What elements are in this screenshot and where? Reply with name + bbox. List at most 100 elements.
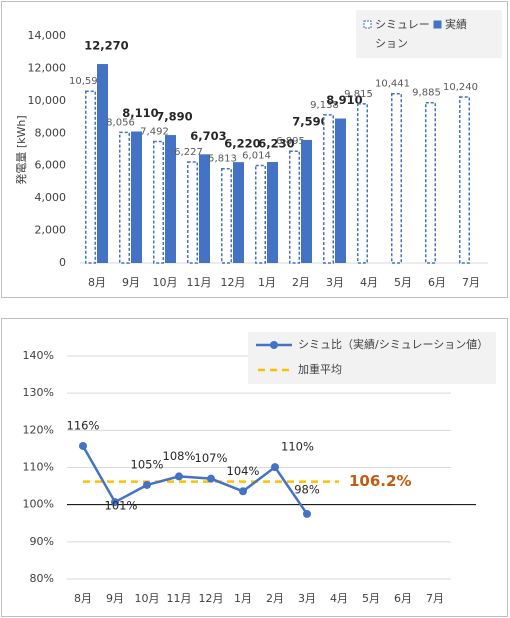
data-label: 101% xyxy=(105,499,138,513)
y-axis-label: 発電量 [kWh] xyxy=(14,115,28,184)
bar xyxy=(391,92,402,264)
data-label: 9,815 xyxy=(344,89,373,100)
y-tick-label: 10,000 xyxy=(28,94,67,107)
bar xyxy=(301,139,312,263)
y-tick-label: 80% xyxy=(30,572,54,585)
x-tick-label: 7月 xyxy=(462,276,480,289)
data-label: 8,110 xyxy=(122,106,158,120)
bar xyxy=(119,131,130,264)
data-label: 8,056 xyxy=(106,117,135,128)
data-label: 104% xyxy=(227,464,260,478)
x-tick-label: 8月 xyxy=(74,592,92,605)
marker xyxy=(239,487,247,496)
data-label: 6,014 xyxy=(242,150,271,161)
data-label: 7,890 xyxy=(156,110,192,124)
marker xyxy=(143,480,151,489)
bar xyxy=(85,90,96,264)
data-label: 12,270 xyxy=(84,39,128,53)
x-tick-label: 9月 xyxy=(122,276,140,289)
marker xyxy=(303,509,311,518)
data-label: 110% xyxy=(281,440,314,454)
bar xyxy=(153,140,164,264)
legend-label: シミュレーション xyxy=(375,18,430,50)
marker xyxy=(111,498,119,507)
x-tick-label: 7月 xyxy=(426,592,444,605)
marker xyxy=(207,474,215,483)
marker xyxy=(271,463,279,472)
legend-label: シミュ比（実績/シミュレーション値） xyxy=(298,337,488,351)
data-label: 7,590 xyxy=(292,114,328,128)
data-label: 5,813 xyxy=(208,154,237,165)
data-label: 7,492 xyxy=(140,127,169,138)
data-label: 9,138 xyxy=(310,100,339,111)
bar xyxy=(255,164,266,264)
legend-swatch xyxy=(270,341,278,349)
data-label: 8,910 xyxy=(326,93,362,107)
data-label: 6,227 xyxy=(174,147,203,158)
x-tick-label: 10月 xyxy=(135,592,160,605)
bar xyxy=(131,131,142,263)
bar xyxy=(187,161,198,264)
x-tick-label: 4月 xyxy=(330,592,348,605)
y-tick-label: 12,000 xyxy=(28,61,67,74)
legend-swatch xyxy=(433,20,442,29)
y-tick-label: 140% xyxy=(23,349,54,362)
x-tick-label: 6月 xyxy=(394,592,412,605)
data-label: 10,441 xyxy=(375,79,410,90)
y-tick-label: 0 xyxy=(59,256,66,269)
y-tick-label: 6,000 xyxy=(35,159,67,172)
bar xyxy=(425,101,436,264)
y-tick-label: 4,000 xyxy=(35,191,67,204)
bar xyxy=(233,162,244,263)
bar xyxy=(289,150,300,264)
average-label: 106.2% xyxy=(349,472,411,490)
y-tick-label: 8,000 xyxy=(35,126,67,139)
data-label: 108% xyxy=(163,449,196,463)
data-label: 6,230 xyxy=(258,136,294,150)
x-tick-label: 1月 xyxy=(234,592,252,605)
line-chart: 80% 90% 100% 110% 120% 130% 140% 8月 9月 10月 11月 12月 1… xyxy=(1,318,508,617)
bar xyxy=(459,96,470,264)
bar xyxy=(165,135,176,263)
y-tick-label: 110% xyxy=(23,461,54,474)
bar xyxy=(323,114,334,264)
y-tick-label: 130% xyxy=(23,386,54,399)
y-tick-label: 2,000 xyxy=(35,224,67,237)
x-tick-label: 1月 xyxy=(258,276,276,289)
x-tick-label: 10月 xyxy=(153,276,178,289)
x-tick-label: 8月 xyxy=(88,276,106,289)
bar xyxy=(199,154,210,263)
data-label: 107% xyxy=(195,451,228,465)
bar xyxy=(221,167,232,264)
x-tick-label: 3月 xyxy=(298,592,316,605)
x-tick-label: 5月 xyxy=(394,276,412,289)
x-tick-label: 4月 xyxy=(360,276,378,289)
y-tick-label: 14,000 xyxy=(28,29,67,42)
y-tick-label: 100% xyxy=(23,498,54,511)
data-label: 6,220 xyxy=(224,137,260,151)
data-label: 10,596 xyxy=(69,76,104,87)
x-tick-label: 9月 xyxy=(106,592,124,605)
bar xyxy=(357,103,368,264)
data-label: 6,703 xyxy=(190,129,226,143)
marker xyxy=(175,472,183,481)
legend-label: 加重平均 xyxy=(298,362,342,376)
data-label: 98% xyxy=(294,482,320,496)
legend-swatch xyxy=(363,20,372,29)
y-tick-label: 90% xyxy=(30,535,54,548)
data-label: 10,240 xyxy=(443,82,478,93)
x-tick-label: 11月 xyxy=(167,592,192,605)
x-tick-label: 6月 xyxy=(428,276,446,289)
line xyxy=(81,445,309,515)
x-tick-label: 2月 xyxy=(266,592,284,605)
x-tick-label: 5月 xyxy=(362,592,380,605)
legend-label: 実績 xyxy=(445,17,467,31)
x-tick-label: 12月 xyxy=(221,276,246,289)
bar xyxy=(97,64,108,263)
x-tick-label: 12月 xyxy=(199,592,224,605)
bar-chart: 発電量 [kWh] 0 2,000 4,000 6,000 8,000 10,000 12,… xyxy=(1,1,508,298)
data-label: 116% xyxy=(67,418,100,432)
bar xyxy=(335,118,346,263)
x-tick-label: 11月 xyxy=(187,276,212,289)
